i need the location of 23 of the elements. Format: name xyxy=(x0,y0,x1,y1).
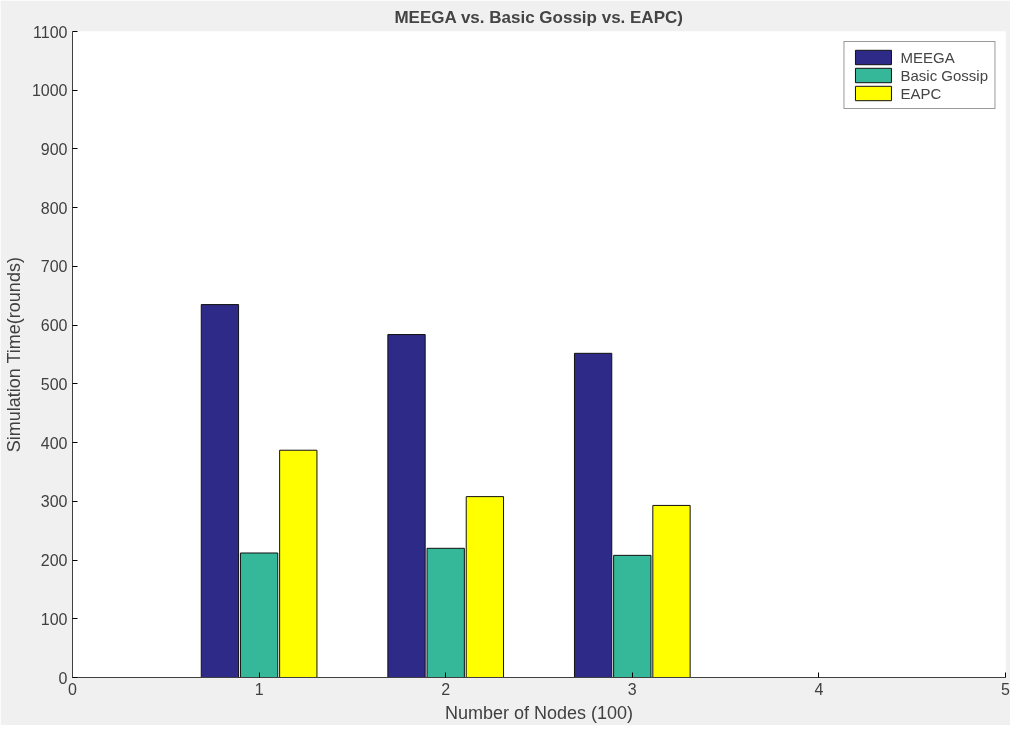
legend-label: EAPC xyxy=(900,84,942,102)
legend-label: Basic Gossip xyxy=(900,66,988,84)
y-tick-label: 400 xyxy=(40,434,68,452)
y-tick-label: 900 xyxy=(40,140,68,158)
x-tick-label: 5 xyxy=(1001,680,1011,698)
chart-title: MEEGA vs. Basic Gossip vs. EAPC) xyxy=(394,7,683,27)
x-tick-label: 3 xyxy=(627,680,637,698)
y-tick-label: 100 xyxy=(40,610,68,628)
x-tick-label: 1 xyxy=(254,680,264,698)
x-tick-label: 4 xyxy=(814,680,824,698)
y-tick-label: 1000 xyxy=(31,82,68,100)
y-tick-label: 500 xyxy=(40,375,68,393)
y-tick-label: 300 xyxy=(40,493,68,511)
y-tick-label: 800 xyxy=(40,199,68,217)
x-tick-label: 2 xyxy=(441,680,451,698)
y-tick-label: 600 xyxy=(40,317,68,335)
legend-label: MEEGA xyxy=(900,48,955,66)
y-tick-label: 1100 xyxy=(33,23,68,41)
x-axis-title: Number of Nodes (100) xyxy=(444,702,634,723)
y-tick-label: 700 xyxy=(40,258,68,276)
y-tick-label: 200 xyxy=(40,552,68,570)
y-axis-title: Simulation Time(rounds) xyxy=(3,257,24,453)
y-tick-label: 0 xyxy=(58,669,68,687)
